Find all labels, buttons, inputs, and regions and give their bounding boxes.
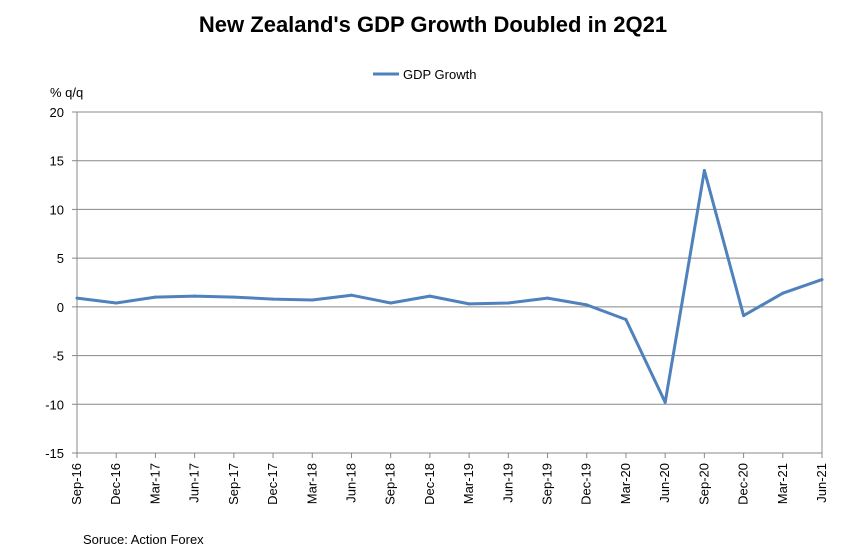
x-tick-label: Mar-21 (775, 463, 790, 504)
data-point (232, 295, 236, 299)
data-point (271, 297, 275, 301)
series-group (75, 168, 824, 404)
x-tick-labels: Sep-16 Dec-16 Mar-17 Jun-17 Sep-17 Dec-17 Mar-… (69, 453, 829, 505)
data-point (467, 302, 471, 306)
data-point (349, 293, 353, 297)
y-tick-label: -10 (45, 397, 64, 412)
series-line-0 (76, 169, 823, 404)
data-point (428, 294, 432, 298)
data-point (546, 296, 550, 300)
x-tick-label: Dec-16 (108, 463, 123, 505)
data-point (506, 301, 510, 305)
y-tick-label: -5 (52, 349, 64, 364)
data-point (310, 298, 314, 302)
y-tick-label: 0 (57, 300, 64, 315)
y-tick-label: 20 (50, 105, 64, 120)
data-point (193, 294, 197, 298)
data-point (820, 278, 824, 282)
y-tick-label: 10 (50, 202, 64, 217)
x-tick-label: Mar-17 (147, 463, 162, 504)
data-point (781, 291, 785, 295)
y-tick-label: -15 (45, 446, 64, 461)
legend-label: GDP Growth (403, 67, 476, 82)
axes (76, 112, 823, 454)
x-tick-label: Mar-18 (304, 463, 319, 504)
data-point (702, 168, 706, 172)
chart-title: New Zealand's GDP Growth Doubled in 2Q21 (199, 12, 667, 37)
y-axis-label: % q/q (50, 85, 83, 100)
data-point (153, 295, 157, 299)
data-point (585, 303, 589, 307)
data-point (389, 301, 393, 305)
x-tick-label: Sep-17 (226, 463, 241, 505)
x-tick-label: Dec-18 (422, 463, 437, 505)
x-tick-label: Sep-18 (383, 463, 398, 505)
x-tick-label: Jun-17 (187, 463, 202, 503)
data-point (75, 296, 79, 300)
x-tick-label: Dec-17 (265, 463, 280, 505)
x-tick-label: Sep-19 (540, 463, 555, 505)
x-tick-label: Mar-19 (461, 463, 476, 504)
x-tick-label: Sep-20 (696, 463, 711, 505)
x-tick-label: Jun-21 (814, 463, 829, 503)
legend: GDP Growth (373, 67, 476, 82)
x-tick-label: Sep-16 (69, 463, 84, 505)
source-note: Soruce: Action Forex (83, 532, 204, 547)
y-tick-label: 15 (50, 154, 64, 169)
x-tick-label: Jun-20 (657, 463, 672, 503)
x-tick-label: Dec-20 (736, 463, 751, 505)
x-tick-label: Dec-19 (579, 463, 594, 505)
data-point (742, 314, 746, 318)
x-tick-label: Jun-19 (500, 463, 515, 503)
data-point (624, 318, 628, 322)
y-tick-labels: 20 15 10 5 0 -5 -10 -15 (45, 105, 64, 461)
y-tick-label: 5 (57, 251, 64, 266)
gridlines (72, 111, 822, 454)
data-point (114, 301, 118, 305)
x-tick-label: Jun-18 (343, 463, 358, 503)
data-point (663, 400, 667, 404)
x-tick-label: Mar-20 (618, 463, 633, 504)
